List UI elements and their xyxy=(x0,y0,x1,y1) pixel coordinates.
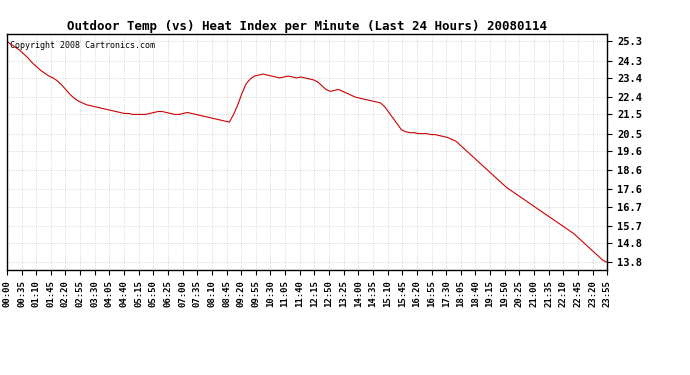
Title: Outdoor Temp (vs) Heat Index per Minute (Last 24 Hours) 20080114: Outdoor Temp (vs) Heat Index per Minute … xyxy=(67,20,547,33)
Text: Copyright 2008 Cartronics.com: Copyright 2008 Cartronics.com xyxy=(10,41,155,50)
